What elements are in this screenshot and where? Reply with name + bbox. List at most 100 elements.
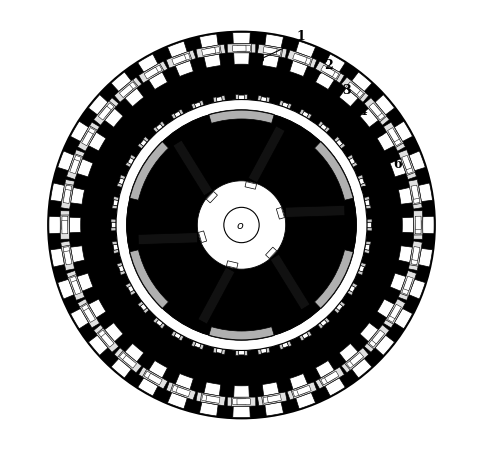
Polygon shape	[321, 373, 335, 385]
Polygon shape	[386, 299, 405, 325]
Wedge shape	[88, 96, 123, 128]
Polygon shape	[144, 371, 158, 383]
Wedge shape	[143, 137, 149, 143]
Wedge shape	[118, 266, 125, 272]
Polygon shape	[96, 98, 119, 123]
Wedge shape	[360, 263, 366, 267]
Polygon shape	[62, 221, 68, 235]
Wedge shape	[209, 327, 274, 341]
Polygon shape	[276, 208, 284, 220]
Wedge shape	[290, 373, 315, 409]
Polygon shape	[63, 190, 71, 204]
Polygon shape	[410, 241, 422, 267]
Wedge shape	[114, 250, 119, 254]
Polygon shape	[227, 261, 238, 269]
Wedge shape	[168, 373, 193, 409]
Wedge shape	[71, 299, 106, 329]
Wedge shape	[290, 42, 315, 78]
Wedge shape	[349, 286, 355, 293]
Polygon shape	[402, 281, 412, 295]
Polygon shape	[60, 211, 70, 235]
Polygon shape	[364, 328, 387, 353]
Polygon shape	[166, 382, 192, 399]
Polygon shape	[198, 267, 235, 324]
Polygon shape	[61, 184, 73, 210]
Wedge shape	[314, 142, 354, 201]
Wedge shape	[174, 112, 181, 119]
Wedge shape	[365, 200, 370, 207]
Polygon shape	[117, 351, 142, 373]
Wedge shape	[377, 299, 412, 329]
Wedge shape	[262, 382, 284, 416]
Wedge shape	[324, 128, 330, 133]
Wedge shape	[130, 155, 136, 161]
Wedge shape	[128, 286, 134, 293]
Text: 3: 3	[342, 84, 351, 97]
Polygon shape	[262, 46, 287, 59]
Wedge shape	[307, 114, 312, 120]
Text: $o$: $o$	[236, 221, 244, 230]
Wedge shape	[402, 217, 434, 234]
Polygon shape	[270, 255, 310, 310]
Polygon shape	[138, 233, 198, 245]
Polygon shape	[319, 367, 344, 387]
Polygon shape	[99, 330, 111, 344]
Polygon shape	[257, 393, 283, 406]
Wedge shape	[171, 114, 176, 120]
Wedge shape	[117, 263, 123, 267]
Wedge shape	[153, 318, 159, 323]
Polygon shape	[123, 355, 137, 368]
Wedge shape	[156, 124, 163, 131]
Polygon shape	[237, 399, 250, 405]
Wedge shape	[320, 320, 327, 327]
Polygon shape	[372, 330, 384, 344]
Wedge shape	[57, 273, 93, 299]
Wedge shape	[360, 323, 395, 355]
Polygon shape	[384, 123, 403, 148]
Polygon shape	[227, 45, 252, 54]
Polygon shape	[101, 104, 114, 117]
Polygon shape	[64, 186, 72, 200]
Polygon shape	[80, 123, 99, 148]
Wedge shape	[390, 273, 426, 299]
Polygon shape	[170, 51, 196, 67]
Wedge shape	[112, 206, 117, 209]
Wedge shape	[138, 302, 143, 307]
Wedge shape	[199, 35, 221, 69]
Polygon shape	[267, 395, 282, 403]
Polygon shape	[68, 275, 85, 301]
Wedge shape	[349, 158, 355, 165]
Polygon shape	[319, 64, 344, 84]
Wedge shape	[318, 122, 323, 128]
Wedge shape	[266, 98, 270, 103]
Text: 4: 4	[358, 105, 367, 118]
Wedge shape	[216, 348, 222, 354]
Polygon shape	[62, 216, 68, 230]
Wedge shape	[171, 331, 176, 337]
Wedge shape	[315, 361, 345, 396]
Wedge shape	[314, 250, 354, 309]
Text: 5: 5	[376, 126, 384, 139]
Polygon shape	[257, 45, 283, 58]
Wedge shape	[261, 348, 267, 354]
Wedge shape	[138, 55, 168, 90]
Wedge shape	[334, 137, 340, 143]
Wedge shape	[347, 155, 353, 161]
Wedge shape	[113, 200, 118, 207]
Polygon shape	[350, 85, 364, 98]
Wedge shape	[49, 217, 81, 234]
Polygon shape	[60, 216, 70, 240]
Wedge shape	[377, 122, 412, 152]
Wedge shape	[244, 350, 247, 356]
Polygon shape	[80, 303, 99, 328]
Polygon shape	[390, 304, 401, 319]
Polygon shape	[231, 45, 256, 54]
Wedge shape	[239, 96, 244, 100]
Polygon shape	[237, 46, 250, 52]
Wedge shape	[367, 223, 371, 228]
Polygon shape	[285, 206, 345, 218]
Polygon shape	[172, 385, 186, 396]
Polygon shape	[325, 68, 339, 80]
Polygon shape	[176, 387, 190, 397]
Polygon shape	[94, 101, 116, 126]
